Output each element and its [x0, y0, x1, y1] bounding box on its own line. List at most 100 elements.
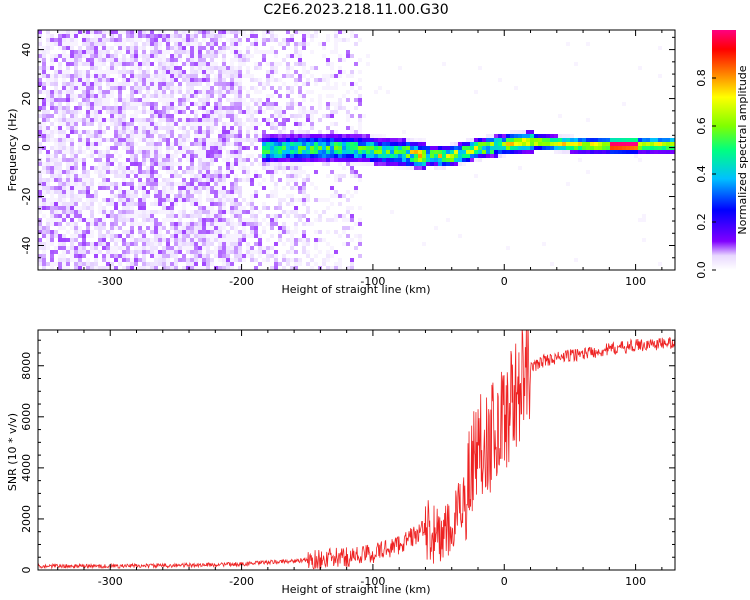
heatmap-cell	[186, 154, 190, 158]
heatmap-cell	[270, 134, 274, 138]
heatmap-cell	[62, 114, 66, 118]
heatmap-cell	[42, 234, 46, 238]
heatmap-cell	[94, 50, 98, 54]
heatmap-cell	[162, 50, 166, 54]
heatmap-cell	[166, 198, 170, 202]
heatmap-cell	[230, 194, 234, 198]
heatmap-cell	[322, 262, 326, 266]
heatmap-cell	[294, 134, 298, 138]
heatmap-cell	[294, 178, 298, 182]
heatmap-cell	[194, 150, 198, 154]
heatmap-cell	[234, 30, 238, 34]
heatmap-cell	[98, 74, 102, 78]
heatmap-cell	[146, 30, 150, 34]
heatmap-cell	[326, 82, 330, 86]
heatmap-cell	[134, 190, 138, 194]
heatmap-cell	[294, 78, 298, 82]
heatmap-cell	[114, 58, 118, 62]
heatmap-cell	[230, 182, 234, 186]
heatmap-cell	[94, 30, 98, 34]
heatmap-cell	[666, 146, 670, 150]
heatmap-cell	[222, 206, 226, 210]
heatmap-cell	[54, 186, 58, 190]
heatmap-cell	[166, 230, 170, 234]
heatmap-cell	[50, 58, 54, 62]
heatmap-cell	[206, 226, 210, 230]
heatmap-cell	[270, 158, 274, 162]
heatmap-cell	[526, 150, 530, 154]
heatmap-cell	[510, 134, 514, 138]
heatmap-cell	[190, 174, 194, 178]
heatmap-cell	[74, 262, 78, 266]
heatmap-cell	[226, 218, 230, 222]
heatmap-cell	[102, 214, 106, 218]
heatmap-cell	[218, 106, 222, 110]
heatmap-cell	[38, 238, 42, 242]
heatmap-cell	[290, 230, 294, 234]
heatmap-cell	[62, 82, 66, 86]
heatmap-cell	[158, 174, 162, 178]
heatmap-cell	[110, 78, 114, 82]
heatmap-cell	[46, 78, 50, 82]
heatmap-cell	[274, 222, 278, 226]
heatmap-cell	[374, 162, 378, 166]
heatmap-cell	[74, 234, 78, 238]
heatmap-cell	[42, 90, 46, 94]
heatmap-cell	[306, 254, 310, 258]
heatmap-cell	[154, 42, 158, 46]
heatmap-cell	[50, 46, 54, 50]
heatmap-cell	[326, 130, 330, 134]
heatmap-cell	[278, 166, 282, 170]
heatmap-cell	[322, 54, 326, 58]
x-tick-label: -300	[98, 275, 123, 288]
heatmap-cell	[226, 98, 230, 102]
heatmap-cell	[90, 246, 94, 250]
heatmap-cell	[230, 162, 234, 166]
heatmap-cell	[358, 138, 362, 142]
heatmap-cell	[418, 162, 422, 166]
heatmap-cell	[222, 234, 226, 238]
heatmap-cell	[330, 102, 334, 106]
heatmap-cell	[218, 178, 222, 182]
heatmap-cell	[346, 138, 350, 142]
heatmap-cell	[190, 178, 194, 182]
heatmap-cell	[86, 106, 90, 110]
heatmap-cell	[42, 266, 46, 270]
heatmap-cell	[42, 130, 46, 134]
heatmap-cell	[150, 170, 154, 174]
heatmap-cell	[242, 210, 246, 214]
heatmap-cell	[162, 202, 166, 206]
heatmap-cell	[226, 266, 230, 270]
heatmap-cell	[270, 218, 274, 222]
heatmap-cell	[234, 258, 238, 262]
heatmap-cell	[318, 102, 322, 106]
heatmap-cell	[162, 266, 166, 270]
heatmap-cell	[242, 158, 246, 162]
heatmap-cell	[58, 194, 62, 198]
heatmap-cell	[146, 174, 150, 178]
heatmap-cell	[222, 94, 226, 98]
heatmap-cell	[650, 150, 654, 154]
heatmap-cell	[294, 186, 298, 190]
heatmap-cell	[250, 222, 254, 226]
heatmap-cell	[334, 82, 338, 86]
heatmap-cell	[66, 214, 70, 218]
heatmap-cell	[142, 46, 146, 50]
heatmap-cell	[334, 138, 338, 142]
heatmap-cell	[170, 102, 174, 106]
heatmap-cell	[514, 130, 518, 134]
heatmap-cell	[194, 110, 198, 114]
heatmap-cell	[306, 130, 310, 134]
heatmap-cell	[94, 266, 98, 270]
heatmap-cell	[38, 30, 42, 34]
heatmap-cell	[254, 118, 258, 122]
heatmap-cell	[90, 222, 94, 226]
heatmap-cell	[294, 150, 298, 154]
heatmap-cell	[422, 138, 426, 142]
heatmap-cell	[98, 122, 102, 126]
heatmap-cell	[90, 242, 94, 246]
heatmap-cell	[146, 142, 150, 146]
heatmap-cell	[42, 66, 46, 70]
heatmap-cell	[114, 194, 118, 198]
heatmap-cell	[310, 90, 314, 94]
